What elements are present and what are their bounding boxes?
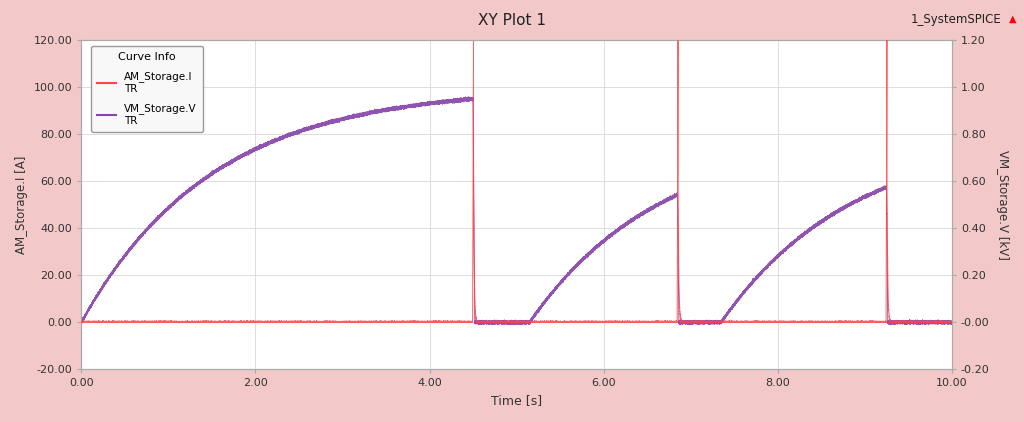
- Legend: AM_Storage.I
TR, VM_Storage.V
TR: AM_Storage.I TR, VM_Storage.V TR: [91, 46, 203, 132]
- Y-axis label: AM_Storage.I [A]: AM_Storage.I [A]: [15, 156, 28, 254]
- Text: XY Plot 1: XY Plot 1: [478, 13, 546, 28]
- Text: 1_SystemSPICE: 1_SystemSPICE: [910, 13, 1001, 26]
- Y-axis label: VM_Storage.V [kV]: VM_Storage.V [kV]: [996, 150, 1009, 260]
- X-axis label: Time [s]: Time [s]: [490, 394, 542, 407]
- Text: ▲: ▲: [1010, 14, 1017, 24]
